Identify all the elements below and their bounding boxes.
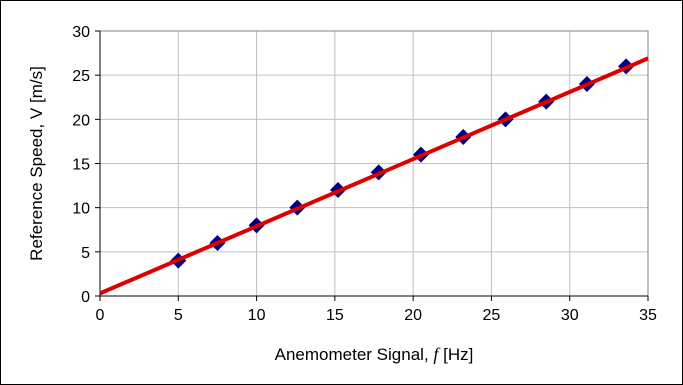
y-tick-label: 20	[72, 112, 90, 129]
y-tick-label: 5	[81, 245, 90, 262]
x-tick-label: 0	[96, 307, 105, 324]
x-axis-label-suffix: [Hz]	[438, 345, 473, 364]
y-tick-label: 10	[72, 201, 90, 218]
x-tick-label: 25	[483, 307, 501, 324]
y-tick-label: 25	[72, 68, 90, 85]
x-tick-label: 20	[404, 307, 422, 324]
data-series	[99, 56, 649, 296]
x-tick-label: 30	[561, 307, 579, 324]
x-tick-label: 35	[639, 307, 657, 324]
y-tick-label: 30	[72, 24, 90, 41]
x-axis-label-prefix: Anemometer Signal,	[275, 345, 434, 364]
x-axis-label: Anemometer Signal, f [Hz]	[275, 344, 474, 364]
x-tick-label: 15	[326, 307, 344, 324]
x-axis-label-symbol: f	[433, 344, 441, 364]
y-tick-label: 15	[72, 157, 90, 174]
y-axis-label: Reference Speed, V [m/s]	[27, 66, 46, 261]
axes	[95, 30, 649, 301]
fit-line	[99, 56, 649, 296]
y-tick-label: 0	[81, 289, 90, 306]
tick-labels: 0 5 10 15 20 25 30 35 0 5 10 15 20 25 30	[72, 24, 657, 324]
x-tick-label: 5	[174, 307, 183, 324]
x-tick-label: 10	[248, 307, 266, 324]
